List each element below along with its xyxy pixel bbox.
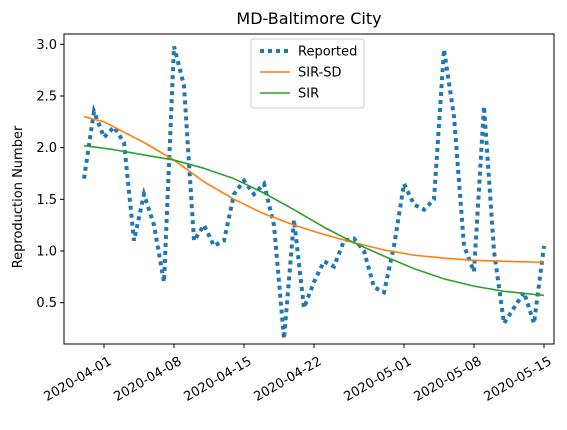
legend-label: SIR-SD [298,66,342,81]
y-tick-label: 1.5 [36,193,57,208]
y-tick-label: 2.5 [36,90,57,105]
legend-label: Reported [298,45,357,60]
plot-frame [63,33,555,345]
x-tick-label: 2020-05-15 [481,354,554,405]
y-axis-label: Reproduction Number [11,125,26,268]
x-tick-label: 2020-04-01 [41,354,114,405]
series-line-sir-sd [83,115,545,264]
y-tick-label: 3.0 [36,38,57,53]
series-line-sir [83,144,545,297]
x-tick-label: 2020-05-08 [411,354,484,405]
y-tick-label: 2.0 [36,141,57,156]
x-tick-label: 2020-04-22 [251,354,324,405]
legend: Reported SIR-SD SIR [250,38,365,109]
y-axis: 0.5 1.0 1.5 2.0 2.5 3.0 [36,38,64,311]
x-tick-label: 2020-04-08 [111,354,184,405]
y-tick-label: 0.5 [36,296,57,311]
x-axis: 2020-04-012020-04-082020-04-152020-04-22… [41,344,554,405]
plot-area [82,45,546,340]
y-tick-label: 1.0 [36,245,57,260]
legend-box [250,38,365,109]
chart-title: MD-Baltimore City [236,9,381,28]
x-tick-label: 2020-05-01 [341,354,414,405]
x-tick-label: 2020-04-15 [181,354,254,405]
legend-label: SIR [298,87,319,102]
series-line-reported [82,45,546,340]
